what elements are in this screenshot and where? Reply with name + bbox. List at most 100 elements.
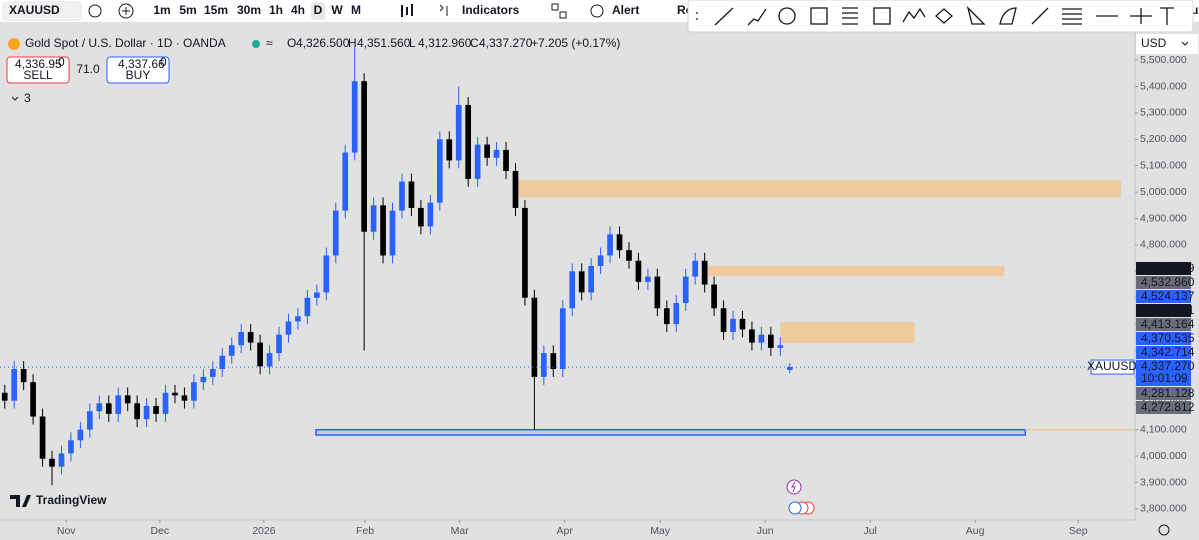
- arc-tool[interactable]: [999, 7, 1017, 25]
- candle-body: [531, 297, 538, 377]
- interval[interactable]: 5m: [179, 3, 196, 17]
- ohlc-key: C: [470, 36, 479, 50]
- candle-body: [635, 260, 642, 282]
- circle-tool[interactable]: [778, 7, 796, 25]
- alert-button[interactable]: Alert: [612, 3, 639, 17]
- candle-body: [701, 260, 708, 285]
- x-tick-label: Jul: [863, 525, 876, 537]
- price-tag-box: [1136, 276, 1191, 289]
- candle-body: [162, 392, 169, 414]
- price-tag-box: [1136, 332, 1191, 345]
- trend-line-tool[interactable]: [714, 7, 734, 26]
- settings-icon[interactable]: [1158, 524, 1170, 536]
- indicators-icon[interactable]: [439, 4, 448, 16]
- symbol-search[interactable]: [2, 1, 82, 21]
- position-tool[interactable]: [873, 7, 891, 25]
- candle-body: [370, 205, 377, 232]
- candle-body: [465, 104, 472, 179]
- candle-body: [342, 152, 349, 211]
- ohlc-value: 4,326.500: [296, 36, 350, 50]
- candle-body: [49, 458, 55, 467]
- ohlc-value: 4,337.270: [479, 36, 533, 50]
- candle-body: [58, 453, 65, 467]
- candle-body: [191, 382, 197, 401]
- interval[interactable]: 4h: [291, 3, 305, 17]
- collapse-icon[interactable]: [11, 96, 19, 101]
- candle-body: [673, 302, 680, 325]
- x-tick-label: Apr: [556, 525, 573, 537]
- buy-price-suffix: 0: [160, 55, 167, 69]
- candle-body: [380, 205, 386, 256]
- candle-body: [645, 276, 651, 282]
- interval[interactable]: 1h: [269, 3, 283, 17]
- price-tag-box: [1136, 318, 1191, 331]
- candle-body: [1, 392, 8, 401]
- interval[interactable]: 1m: [153, 3, 170, 17]
- candle-body: [663, 308, 670, 325]
- x-tick-label: Jun: [757, 525, 774, 537]
- candle-body: [20, 368, 27, 383]
- triangle-tool[interactable]: [966, 5, 986, 25]
- buy-price: 4,337.66: [118, 57, 165, 71]
- sell-button[interactable]: [6, 56, 70, 84]
- compare-icon[interactable]: [88, 4, 102, 18]
- candle-body: [503, 149, 509, 171]
- interval[interactable]: D: [314, 3, 323, 17]
- buy-button[interactable]: [106, 56, 170, 84]
- indicators-button[interactable]: Indicators: [462, 3, 520, 17]
- candle-body: [418, 207, 424, 227]
- spread: 71.0: [76, 62, 100, 76]
- text-tool[interactable]: [1160, 7, 1174, 25]
- market-status: [252, 40, 260, 48]
- candle-body: [569, 271, 576, 309]
- candle-body: [777, 345, 784, 348]
- alert-icon[interactable]: [590, 4, 604, 18]
- price-tag: 4,342.714: [1141, 345, 1195, 359]
- ohlc-key: L: [409, 36, 416, 50]
- candle-body: [493, 149, 500, 158]
- candle-body: [68, 440, 74, 454]
- candle-body: [361, 81, 367, 232]
- ray-tool[interactable]: [747, 8, 767, 26]
- shape-tool[interactable]: [935, 8, 953, 24]
- candle-body: [87, 411, 93, 430]
- news-icon[interactable]: [788, 501, 802, 515]
- ohlc-key: O: [287, 36, 296, 50]
- legend-icon: ≈: [266, 36, 273, 50]
- currency-dropdown: [1181, 41, 1189, 46]
- interval[interactable]: W: [331, 3, 343, 17]
- rectangle-tool[interactable]: [810, 7, 828, 25]
- candle-body: [304, 297, 311, 317]
- candle-body: [654, 276, 661, 309]
- interval[interactable]: 30m: [237, 3, 261, 17]
- candle-body: [314, 292, 320, 298]
- y-tick-label: 5,500.000: [1140, 54, 1187, 66]
- price-tag: 4,421.301: [1141, 303, 1195, 317]
- symbol-logo: [8, 38, 20, 50]
- channel-tool[interactable]: [1062, 8, 1082, 25]
- zone: [315, 428, 1027, 436]
- path-tool[interactable]: [1031, 7, 1049, 25]
- cross-line-tool[interactable]: [1130, 8, 1152, 24]
- brand: TradingView: [36, 493, 107, 507]
- sell-label: SELL: [23, 68, 53, 82]
- chart-type-icon[interactable]: [401, 4, 413, 17]
- candle-body: [436, 139, 443, 203]
- fib-tool[interactable]: [842, 7, 858, 25]
- x-tick-label: Nov: [57, 525, 76, 537]
- candle-body: [219, 355, 226, 369]
- currency-box[interactable]: [1136, 34, 1198, 54]
- buy-label: BUY: [126, 68, 151, 82]
- layouts-icon[interactable]: [551, 3, 559, 11]
- candle-body: [455, 104, 462, 161]
- interval[interactable]: 15m: [204, 3, 228, 17]
- x-tick-label: Dec: [151, 525, 170, 537]
- ohlc-value: 4,351.560: [357, 36, 411, 50]
- ohlc-key: H: [348, 36, 357, 50]
- pattern-tool[interactable]: [902, 7, 926, 23]
- add-icon[interactable]: [118, 3, 134, 19]
- interval[interactable]: M: [351, 3, 361, 17]
- candle-body: [720, 308, 727, 333]
